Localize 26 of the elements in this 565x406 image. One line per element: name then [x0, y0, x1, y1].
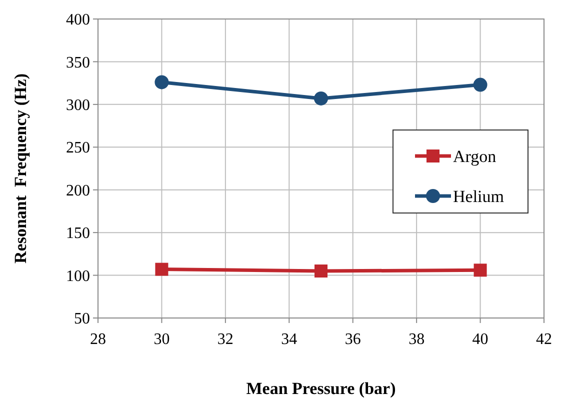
x-tick-label: 40	[472, 331, 488, 348]
point	[314, 91, 328, 106]
y-tick-label: 150	[66, 225, 90, 242]
x-tick-label: 28	[90, 331, 106, 348]
x-tick-label: 30	[154, 331, 170, 348]
y-tick-label: 400	[66, 12, 90, 29]
x-tick-label: 36	[344, 331, 361, 348]
point	[473, 78, 488, 92]
x-tick-label: 42	[536, 331, 552, 348]
y-tick-label: 250	[66, 140, 90, 157]
x-tick-label: 34	[281, 331, 298, 348]
y-tick-label: 300	[66, 97, 90, 114]
legend-label: Argon	[453, 146, 497, 166]
y-tick-label: 50	[74, 310, 90, 328]
x-axis-title: Mean Pressure (bar)	[246, 379, 396, 398]
legend-label: Helium	[453, 186, 504, 206]
y-tick-label: 350	[66, 54, 90, 72]
point	[474, 264, 487, 277]
y-axis-title: Resonant Frequency (Hz)	[11, 74, 30, 264]
point	[154, 75, 169, 90]
point	[155, 262, 168, 276]
x-tick-label: 38	[408, 331, 425, 348]
x-tick-label: 32	[217, 331, 234, 348]
y-tick-label: 200	[66, 182, 90, 200]
point	[314, 264, 328, 278]
y-tick-label: 100	[66, 268, 90, 285]
